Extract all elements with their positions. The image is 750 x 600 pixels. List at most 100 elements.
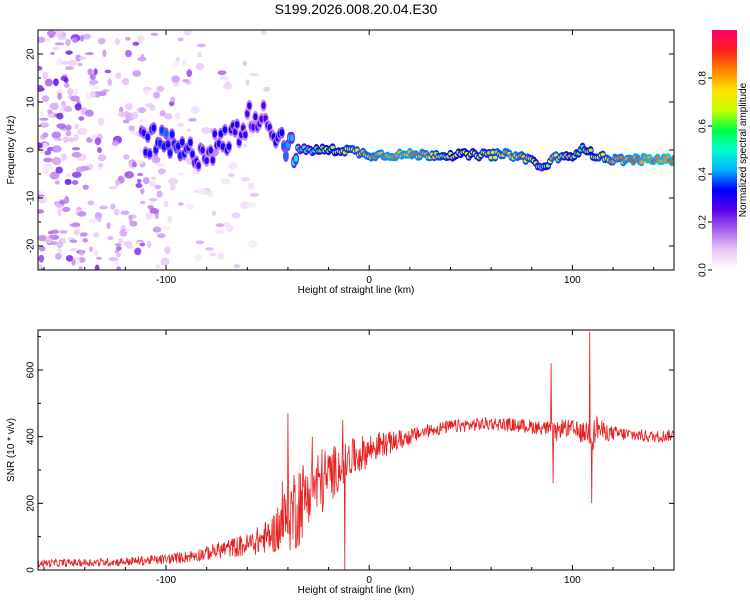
spectrogram-cell (137, 172, 144, 177)
spectrogram-cell (161, 226, 171, 231)
spectrogram-x-tick-label: -100 (156, 275, 176, 286)
spectrogram-cell (44, 78, 53, 87)
spectrogram-cell (260, 30, 267, 35)
spectrogram-cell (125, 49, 132, 58)
spectrogram-cell (38, 234, 47, 242)
spectrogram-cell (200, 146, 205, 154)
spectrogram-cell (56, 137, 63, 142)
spectrogram-cell (149, 200, 156, 206)
spectrogram-cell (177, 37, 184, 42)
spectrogram-cell (42, 142, 48, 149)
snr-y-label: SNR (10 * v/v) (6, 418, 17, 482)
spectrogram-cell (137, 35, 145, 43)
spectrogram-cell (38, 263, 44, 269)
spectrogram-cell (78, 266, 83, 270)
spectrogram-cell (188, 138, 193, 146)
spectrogram-cell (172, 60, 180, 67)
spectrogram-cell (618, 155, 624, 160)
spectrogram-cell (171, 75, 180, 83)
spectrogram-cell (197, 51, 202, 58)
spectrogram-cell (87, 68, 93, 76)
spectrogram-cell (289, 134, 295, 142)
spectrogram-cell (157, 168, 166, 175)
spectrogram-cell (195, 240, 205, 245)
spectrogram-cell (65, 254, 74, 262)
spectrogram-cell (106, 222, 111, 230)
spectrogram-cell (47, 109, 53, 114)
spectrogram-plot-area (38, 30, 674, 270)
spectrogram-cell (150, 176, 157, 181)
spectrogram-cell (247, 240, 258, 248)
spectrogram-cell (140, 200, 146, 205)
spectrogram-cell (156, 233, 166, 239)
spectrogram-cell (74, 103, 82, 111)
spectrogram-cell (220, 142, 226, 150)
spectrogram-cell (245, 79, 250, 86)
spectrogram-cell (147, 150, 152, 158)
spectrogram-cell (71, 180, 79, 185)
spectrogram-cell (74, 123, 79, 130)
spectrogram-cell (72, 88, 78, 96)
spectrogram-cell (97, 147, 102, 154)
spectrogram-cell (123, 119, 130, 124)
spectrogram-cell (121, 77, 130, 86)
spectrogram-cell (233, 264, 241, 269)
spectrogram-cell (178, 202, 184, 206)
spectrogram-cell (57, 92, 62, 101)
spectrogram-cell (216, 140, 222, 148)
spectrogram-cell (207, 191, 214, 198)
colorbar-label: Normalized spectral amplitude (738, 82, 749, 217)
spectrogram-cell (97, 163, 104, 168)
colorbar-tick-label: 0.6 (698, 119, 709, 133)
spectrogram-x-tick-label: 100 (564, 275, 581, 286)
spectrogram-cell (243, 131, 248, 139)
spectrogram-cell (82, 33, 92, 40)
spectrogram-cell (175, 56, 180, 62)
spectrogram-cell (228, 172, 235, 178)
spectrogram-cell (226, 143, 232, 151)
spectrogram-cell (182, 78, 190, 83)
spectrogram-cell (42, 71, 49, 79)
spectrogram-y-tick-label: -10 (26, 190, 37, 205)
spectrogram-cell (55, 252, 62, 260)
spectrogram-cell (115, 246, 122, 251)
spectrogram-cell (196, 162, 201, 170)
snr-x-tick-label: 100 (564, 575, 581, 586)
spectrogram-cell (151, 124, 157, 132)
snr-y-tick-label: 0 (26, 567, 37, 573)
spectrogram-cell (79, 232, 88, 237)
spectrogram-cell (38, 65, 43, 71)
spectrogram-cell (88, 218, 98, 224)
spectrogram-cell (115, 72, 122, 80)
spectrogram-cell (77, 211, 87, 217)
spectrogram-cell (259, 115, 264, 123)
spectrogram-cell (98, 117, 105, 126)
spectrogram-cell (164, 247, 171, 255)
spectrogram-cell (125, 243, 134, 250)
spectrogram-cell (52, 46, 60, 51)
spectrogram-cell (71, 258, 76, 266)
spectrogram-cell (64, 195, 70, 204)
spectrogram-cell (104, 69, 112, 74)
spectrogram-cell (51, 157, 62, 166)
spectrogram-x-ticks: -100 0 100 (43, 30, 655, 286)
spectrogram-cell (136, 178, 142, 184)
spectrogram-cell (55, 166, 63, 174)
spectrogram-cell (194, 254, 202, 262)
spectrogram-cell (65, 124, 72, 131)
spectrogram-cell (38, 147, 46, 155)
spectrogram-cell (168, 101, 175, 107)
spectrogram-cell (88, 246, 94, 253)
spectrogram-cell (210, 156, 215, 164)
spectrogram-cell (246, 202, 257, 208)
snr-x-tick-label: -100 (156, 575, 176, 586)
colorbar-tick-label: 0.0 (698, 263, 709, 277)
snr-x-ticks: -100 0 100 (43, 330, 655, 586)
spectrogram-cell (96, 256, 102, 260)
spectrogram-cell (150, 32, 159, 36)
spectrogram-cell (600, 152, 606, 157)
snr-y-tick-label: 200 (26, 495, 37, 512)
spectrogram-cell (70, 247, 78, 252)
spectrogram-cell (114, 37, 120, 46)
